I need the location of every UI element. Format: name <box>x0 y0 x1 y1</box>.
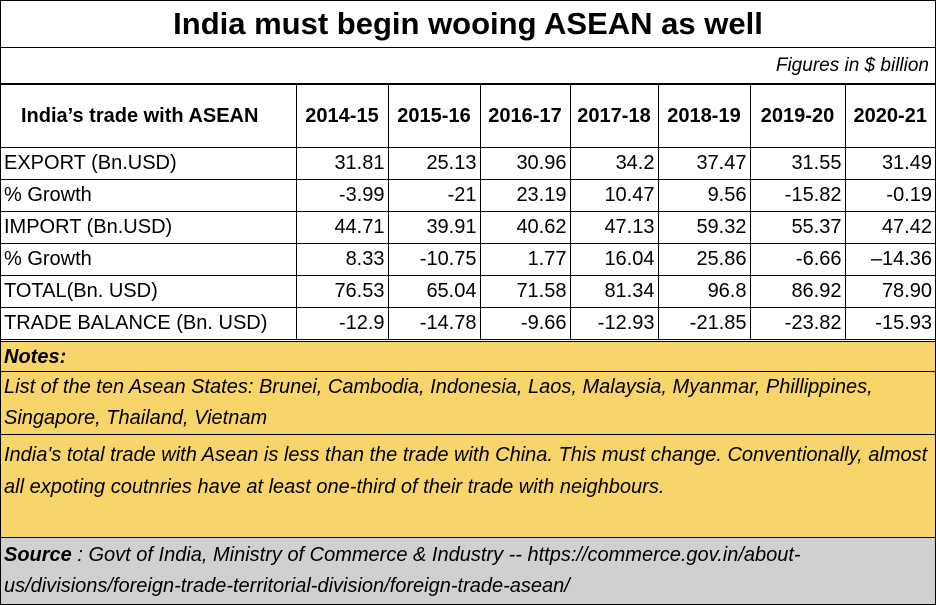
table-cell: 25.86 <box>657 243 751 276</box>
row-label: TOTAL(Bn. USD) <box>1 275 297 308</box>
table-cell: 59.32 <box>657 211 751 244</box>
table-cell: 96.8 <box>657 275 751 308</box>
table-row: TRADE BALANCE (Bn. USD) -12.9 -14.78 -9.… <box>1 307 935 340</box>
table-cell: 31.81 <box>295 147 389 180</box>
table-cell: 34.2 <box>569 147 659 180</box>
table-cell: 8.33 <box>295 243 389 276</box>
table-cell: -21 <box>387 179 481 212</box>
page-title: India must begin wooing ASEAN as well <box>1 1 935 48</box>
table-cell: -0.19 <box>844 179 935 212</box>
table-cell: 55.37 <box>749 211 846 244</box>
year-header: 2020-21 <box>844 84 935 148</box>
table-cell: -15.82 <box>749 179 846 212</box>
year-header: 2016-17 <box>479 84 571 148</box>
row-header: India’s trade with ASEAN <box>1 84 297 148</box>
table-cell: 71.58 <box>479 275 571 308</box>
table-row: EXPORT (Bn.USD) 31.81 25.13 30.96 34.2 3… <box>1 147 935 180</box>
table-cell: 76.53 <box>295 275 389 308</box>
year-header: 2014-15 <box>295 84 389 148</box>
units-note: Figures in $ billion <box>775 55 929 76</box>
row-label: % Growth <box>1 243 297 276</box>
table-cell: -3.99 <box>295 179 389 212</box>
table-row: % Growth -3.99 -21 23.19 10.47 9.56 -15.… <box>1 179 935 212</box>
row-label: % Growth <box>1 179 297 212</box>
table-cell: 47.13 <box>569 211 659 244</box>
table-row: % Growth 8.33 -10.75 1.77 16.04 25.86 -6… <box>1 243 935 276</box>
table-cell: 81.34 <box>569 275 659 308</box>
notes-heading: Notes: <box>1 341 935 371</box>
source-label: Source <box>4 544 72 566</box>
source-text: : Govt of India, Ministry of Commerce & … <box>4 544 801 597</box>
table-cell: 40.62 <box>479 211 571 244</box>
row-label: TRADE BALANCE (Bn. USD) <box>1 307 297 340</box>
units-note-bar: Figures in $ billion <box>1 48 935 84</box>
table-cell: 16.04 <box>569 243 659 276</box>
trade-comment-note: India's total trade with Asean is less t… <box>1 434 935 537</box>
row-label: EXPORT (Bn.USD) <box>1 147 297 180</box>
table-cell: 39.91 <box>387 211 481 244</box>
year-header: 2018-19 <box>657 84 751 148</box>
year-header: 2017-18 <box>569 84 659 148</box>
row-label: IMPORT (Bn.USD) <box>1 211 297 244</box>
table-cell: -23.82 <box>749 307 846 340</box>
table-cell: -10.75 <box>387 243 481 276</box>
table-cell: 47.42 <box>844 211 935 244</box>
table-cell: -21.85 <box>657 307 751 340</box>
table-cell: 30.96 <box>479 147 571 180</box>
table-cell: 37.47 <box>657 147 751 180</box>
table-cell: 9.56 <box>657 179 751 212</box>
table-cell: -9.66 <box>479 307 571 340</box>
table-cell: 31.55 <box>749 147 846 180</box>
source-block: Source : Govt of India, Ministry of Comm… <box>1 537 935 604</box>
table-cell: 86.92 <box>749 275 846 308</box>
table-row: IMPORT (Bn.USD) 44.71 39.91 40.62 47.13 … <box>1 211 935 244</box>
table-cell: -14.78 <box>387 307 481 340</box>
table-row: TOTAL(Bn. USD) 76.53 65.04 71.58 81.34 9… <box>1 275 935 308</box>
table-cell: –14.36 <box>844 243 935 276</box>
asean-states-note: List of the ten Asean States: Brunei, Ca… <box>1 371 935 434</box>
trade-table: India’s trade with ASEAN 2014-15 2015-16… <box>1 84 935 340</box>
table-cell: 10.47 <box>569 179 659 212</box>
year-header: 2015-16 <box>387 84 481 148</box>
table-cell: 1.77 <box>479 243 571 276</box>
table-header-row: India’s trade with ASEAN 2014-15 2015-16… <box>1 84 935 148</box>
table-cell: 65.04 <box>387 275 481 308</box>
year-header: 2019-20 <box>749 84 846 148</box>
table-cell: -6.66 <box>749 243 846 276</box>
table-cell: 31.49 <box>844 147 935 180</box>
table-cell: -12.93 <box>569 307 659 340</box>
table-cell: -15.93 <box>844 307 935 340</box>
table-cell: 25.13 <box>387 147 481 180</box>
table-cell: 78.90 <box>844 275 935 308</box>
table-cell: -12.9 <box>295 307 389 340</box>
table-cell: 44.71 <box>295 211 389 244</box>
table-cell: 23.19 <box>479 179 571 212</box>
